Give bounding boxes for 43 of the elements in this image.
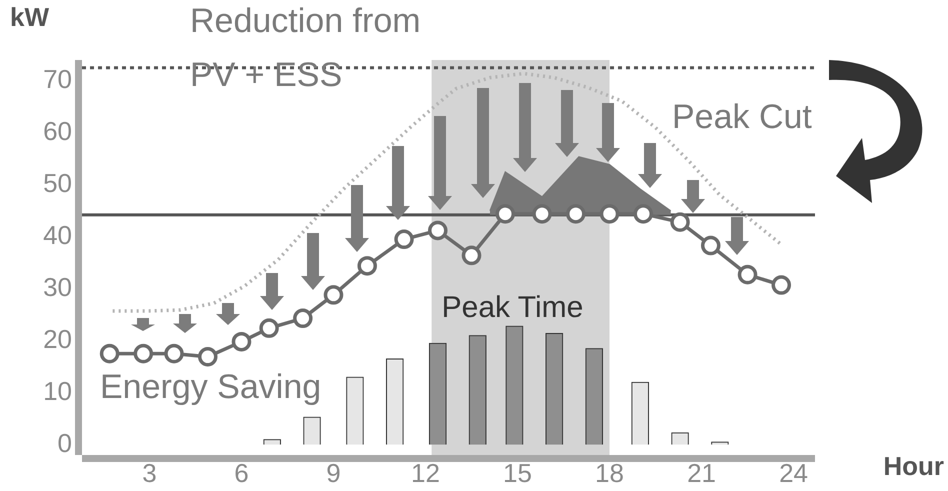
y-tick-label: 10 xyxy=(43,376,72,406)
point xyxy=(259,318,279,338)
point xyxy=(495,204,515,224)
point xyxy=(566,204,586,224)
x-tick-label: 15 xyxy=(503,458,532,488)
point xyxy=(394,230,414,250)
band-label: Peak Time xyxy=(442,291,584,324)
y-tick-label: 30 xyxy=(43,272,72,302)
y-tick-label: 60 xyxy=(43,116,72,146)
point xyxy=(198,347,218,367)
point xyxy=(293,308,313,328)
x-tick-label: 24 xyxy=(779,458,808,488)
x-tick-label: 18 xyxy=(595,458,624,488)
point xyxy=(164,344,184,364)
point xyxy=(357,256,377,276)
x-tick-label: 6 xyxy=(234,458,249,488)
point xyxy=(462,246,482,266)
annotation: Peak Cut xyxy=(672,98,813,136)
x-tick-label: 21 xyxy=(687,458,716,488)
point xyxy=(428,220,448,240)
point xyxy=(738,264,758,284)
point xyxy=(600,204,620,224)
x-tick-label: 3 xyxy=(142,458,157,488)
y-axis-title: kW xyxy=(10,2,50,32)
y-tick-label: 0 xyxy=(58,428,72,458)
y-tick-label: 40 xyxy=(43,220,72,250)
y-tick-label: 20 xyxy=(43,324,72,354)
x-axis-title: Hour xyxy=(883,451,944,482)
x-tick-label: 9 xyxy=(326,458,341,488)
point xyxy=(100,344,120,364)
annotation: Energy Saving xyxy=(100,368,322,406)
point xyxy=(670,212,690,232)
point xyxy=(232,332,252,352)
point xyxy=(324,285,344,305)
y-tick-label: 70 xyxy=(43,64,72,94)
point xyxy=(772,275,792,295)
point xyxy=(134,344,154,364)
y-tick-label: 50 xyxy=(43,168,72,198)
point xyxy=(634,204,653,224)
point xyxy=(700,236,720,256)
x-tick-label: 12 xyxy=(411,458,440,488)
annotation: Reduction from PV + ESS xyxy=(190,1,422,96)
point xyxy=(532,204,552,224)
